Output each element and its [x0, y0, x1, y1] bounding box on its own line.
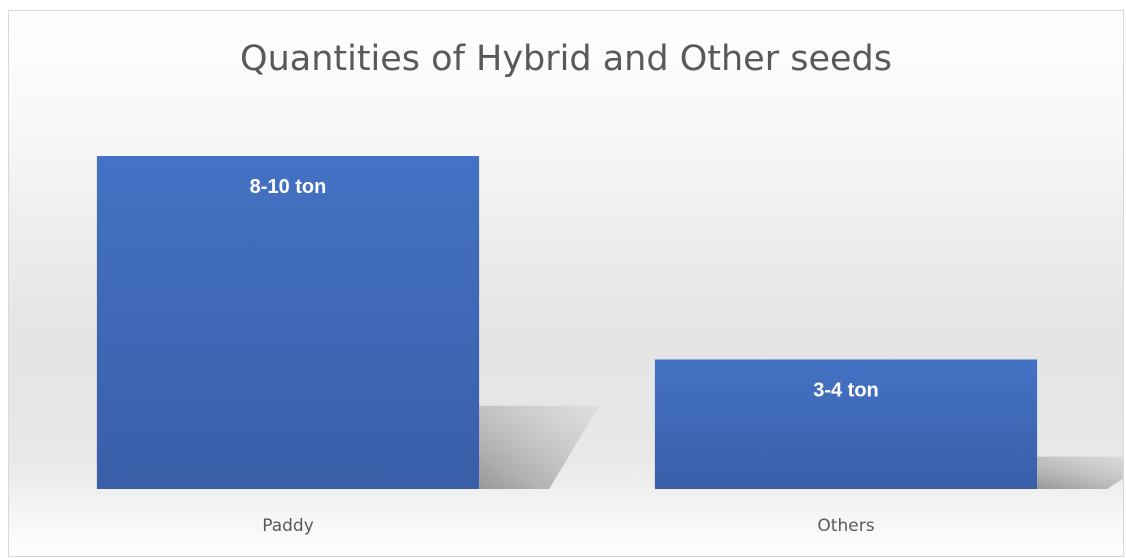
chart-area: Quantities of Hybrid and Other seeds 8-1…	[8, 10, 1124, 557]
bar-paddy	[96, 156, 480, 489]
data-label-paddy: 8-10 ton	[250, 176, 327, 198]
bar-shadow	[479, 405, 600, 489]
chart-title: Quantities of Hybrid and Other seeds	[240, 39, 892, 79]
bar-shadow	[1037, 456, 1123, 489]
plot-area: 8-10 ton Paddy 3-4 ton Others	[96, 156, 1123, 536]
x-tick-label-paddy: Paddy	[262, 516, 314, 536]
x-tick-label-others: Others	[817, 516, 874, 536]
data-label-others: 3-4 ton	[813, 380, 879, 402]
bar-others	[654, 359, 1038, 489]
